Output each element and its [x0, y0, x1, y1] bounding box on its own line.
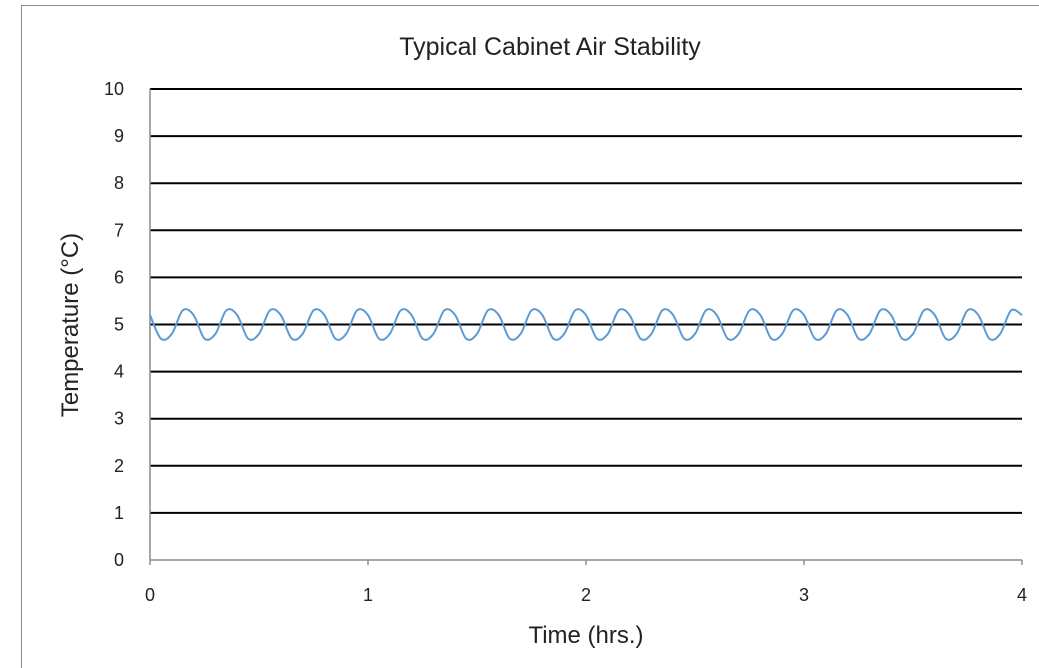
y-tick-label: 4: [114, 362, 124, 382]
chart-title: Typical Cabinet Air Stability: [399, 33, 701, 61]
x-tick-label: 0: [145, 585, 155, 605]
temperature-series-line: [149, 308, 1023, 341]
x-tick-label: 1: [363, 585, 373, 605]
y-tick-label: 2: [114, 456, 124, 476]
y-tick-label: 7: [114, 220, 124, 240]
y-tick-label: 0: [114, 550, 124, 570]
axes: [149, 89, 1023, 565]
x-tick-label: 3: [799, 585, 809, 605]
gridlines: [150, 88, 1022, 514]
x-tick-label: 4: [1017, 585, 1027, 605]
x-tick-labels: 0 1 2 3 4: [145, 585, 1027, 605]
y-tick-label: 10: [104, 79, 124, 99]
y-tick-label: 8: [114, 173, 124, 193]
x-tick-label: 2: [581, 585, 591, 605]
series-lines: [149, 308, 1023, 341]
y-tick-label: 5: [114, 315, 124, 335]
y-tick-label: 6: [114, 267, 124, 287]
y-tick-label: 9: [114, 126, 124, 146]
y-axis-label: Temperature (°C): [57, 233, 84, 417]
chart-frame: [21, 5, 1039, 668]
y-tick-label: 1: [114, 503, 124, 523]
y-tick-labels: 0 1 2 3 4 5 6 7 8 9 10: [104, 79, 124, 570]
y-tick-label: 3: [114, 409, 124, 429]
x-axis-label: Time (hrs.): [528, 622, 643, 649]
